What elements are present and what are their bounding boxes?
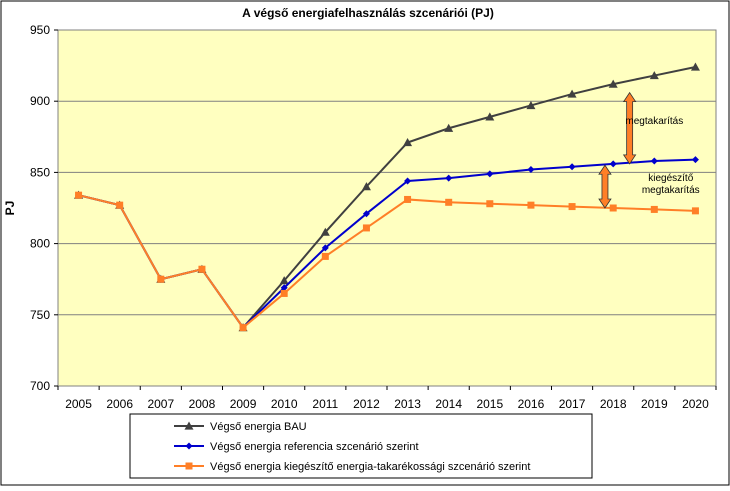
x-tick-label: 2011 <box>312 397 338 411</box>
annotation-label: kiegészítő <box>648 173 693 184</box>
data-point <box>568 163 576 171</box>
data-point <box>157 275 165 283</box>
data-point <box>239 324 247 332</box>
y-tick-label: 850 <box>30 165 50 179</box>
data-point <box>527 166 535 174</box>
x-tick-label: 2016 <box>518 397 545 411</box>
legend-marker <box>185 462 193 470</box>
data-point <box>485 112 495 121</box>
data-point <box>321 252 329 260</box>
x-tick-label: 2008 <box>189 397 216 411</box>
y-tick-label: 750 <box>30 308 50 322</box>
legend-label: Végső energia kiegészítő energia-takarék… <box>210 461 530 473</box>
data-point <box>691 156 699 164</box>
data-point <box>609 160 617 168</box>
legend-label: Végső energia referencia szcenárió szeri… <box>210 441 419 453</box>
data-point <box>691 207 699 215</box>
y-axis-label: PJ <box>3 201 17 216</box>
legend-box <box>129 413 593 479</box>
data-point <box>198 265 206 273</box>
y-tick-label: 700 <box>30 379 50 393</box>
data-point <box>650 157 658 165</box>
chart-title: A végső energiafelhasználás szcenáriói (… <box>242 6 494 20</box>
x-tick-label: 2020 <box>682 397 709 411</box>
data-point <box>567 89 577 98</box>
data-point <box>280 289 288 297</box>
x-tick-label: 2010 <box>271 397 298 411</box>
plot-area: 700 750 800 850 900 950 2005 2006 2007 2008 2009 20… <box>30 23 717 411</box>
arrow-shape <box>622 91 637 165</box>
data-point <box>486 170 494 178</box>
legend-marker <box>184 421 194 430</box>
annotation-label: megtakarítás <box>625 116 683 127</box>
legend-label: Végső energia BAU <box>210 421 307 433</box>
x-tick-label: 2018 <box>600 397 627 411</box>
data-point <box>526 100 536 110</box>
x-tick-label: 2012 <box>353 397 380 411</box>
y-tick-label: 800 <box>30 237 50 251</box>
x-tick-label: 2006 <box>106 397 133 411</box>
x-tick-label: 2007 <box>147 397 174 411</box>
legend-marker <box>185 442 193 450</box>
data-point <box>116 201 124 209</box>
data-point <box>445 174 453 182</box>
x-tick-label: 2017 <box>559 397 586 411</box>
y-tick-label: 900 <box>30 94 50 108</box>
data-point <box>403 137 413 147</box>
data-point <box>362 224 370 232</box>
x-tick-label: 2019 <box>641 397 668 411</box>
data-point <box>444 123 454 132</box>
data-point <box>608 79 618 88</box>
data-point <box>609 204 617 212</box>
data-point <box>486 200 494 208</box>
data-point <box>404 177 412 185</box>
x-tick-label: 2005 <box>65 397 92 411</box>
annotation-label: megtakarítás <box>642 185 700 196</box>
legend-entry: Végső energia kiegészítő energia-takarék… <box>174 461 530 473</box>
x-tick-label: 2013 <box>394 397 421 411</box>
y-tick-label: 950 <box>30 23 50 37</box>
data-point <box>361 182 371 191</box>
series-line <box>78 194 696 330</box>
data-point <box>568 203 576 211</box>
data-point <box>362 210 370 218</box>
x-tick-label: 2014 <box>435 397 462 411</box>
data-point <box>320 227 330 236</box>
data-point <box>690 62 700 71</box>
data-point <box>279 276 289 285</box>
data-point <box>527 201 535 209</box>
legend-entry: Végső energia referencia szcenárió szeri… <box>174 441 419 453</box>
legend: Végső energia BAU Végső energia referenci… <box>129 413 593 479</box>
data-point <box>404 195 412 203</box>
series-3 <box>75 191 699 332</box>
x-tick-label: 2009 <box>230 397 257 411</box>
data-point <box>445 198 453 206</box>
legend-entry: Végső energia BAU <box>174 421 307 433</box>
data-point <box>280 284 288 292</box>
data-point <box>650 205 658 213</box>
data-point <box>649 71 659 80</box>
annotation-arrow-1 <box>622 91 637 165</box>
annotation-arrow-2 <box>598 164 612 209</box>
data-point <box>75 191 83 199</box>
arrow-shape <box>598 164 612 209</box>
x-tick-label: 2015 <box>476 397 503 411</box>
data-point <box>321 244 329 252</box>
